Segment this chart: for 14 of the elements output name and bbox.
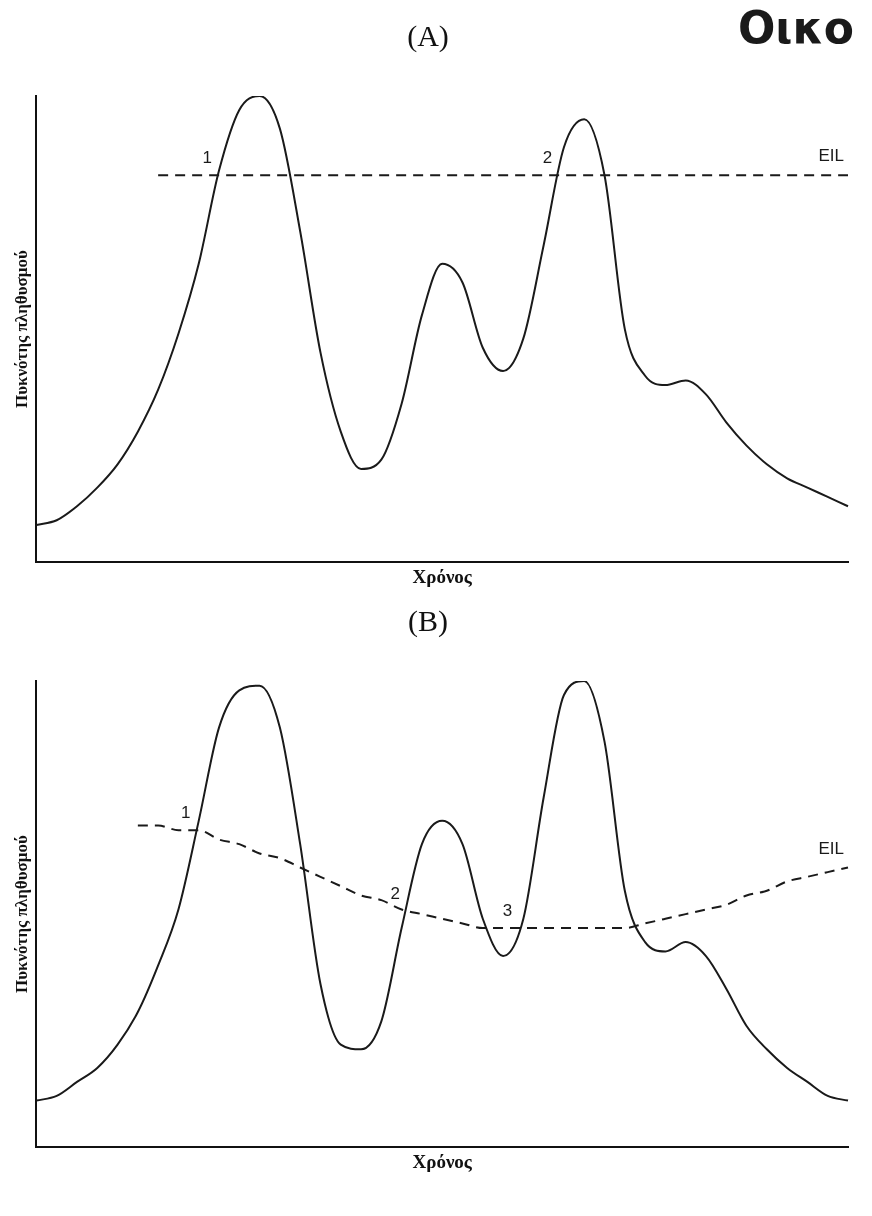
chart-title: (A) (407, 18, 449, 53)
chart-subtitle: Οικο (737, 2, 854, 54)
y-axis-title: Πυκνότης πληθυσμού (11, 835, 31, 993)
x-axis-title: Χρόνος (412, 1150, 473, 1172)
chart-title: (B) (408, 603, 448, 638)
y-axis-title: Πυκνότης πληθυσμού (11, 250, 31, 408)
annotation: 1 (181, 803, 191, 823)
series-label: EIL (818, 838, 844, 858)
annotation: 3 (502, 901, 513, 921)
x-axis-title: Χρόνος (412, 565, 473, 587)
annotation: 2 (390, 883, 400, 903)
annotation: 2 (542, 148, 553, 168)
series-label: EIL (818, 146, 844, 166)
annotation: 1 (202, 148, 212, 168)
